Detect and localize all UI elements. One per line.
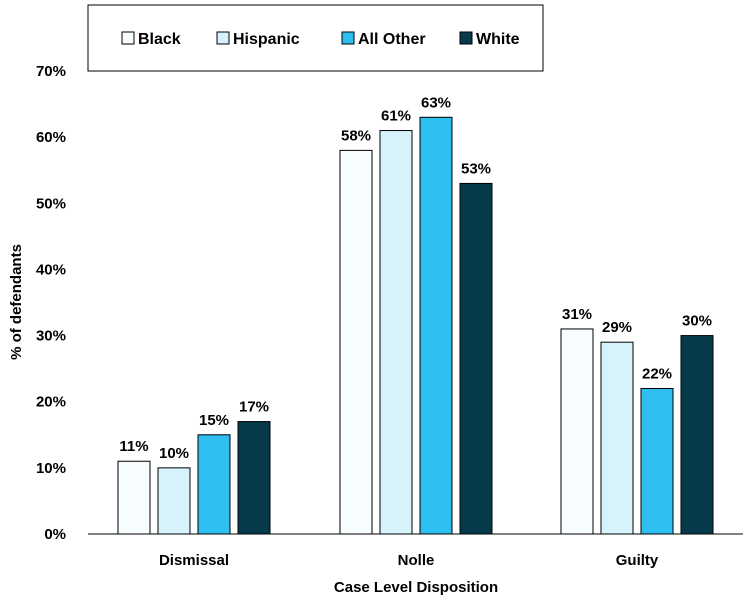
bar-white-guilty: [680, 335, 714, 535]
y-tick-label: 70%: [36, 63, 66, 80]
legend-label: Black: [138, 31, 181, 48]
data-label: 58%: [341, 127, 371, 144]
bar-white-nolle: [459, 182, 493, 535]
data-label: 15%: [199, 412, 229, 429]
x-category-label: Nolle: [398, 552, 435, 569]
data-label: 17%: [239, 399, 269, 416]
legend-label: White: [476, 31, 520, 48]
y-axis-title: % of defendants: [8, 244, 25, 360]
bar-black-nolle: [339, 149, 373, 535]
legend-swatch: [341, 31, 355, 45]
data-label: 29%: [602, 319, 632, 336]
y-axis-ticks: 0% 10% 20% 30% 40% 50% 60% 70%: [36, 63, 66, 543]
legend-label: All Other: [358, 31, 426, 48]
x-axis-title: Case Level Disposition: [334, 579, 498, 596]
legend-label: Hispanic: [233, 31, 300, 48]
legend-swatch: [216, 31, 230, 45]
data-label: 30%: [682, 313, 712, 330]
legend-swatch: [459, 31, 473, 45]
data-label: 22%: [642, 365, 672, 382]
x-category-label: Guilty: [616, 552, 659, 569]
data-label: 61%: [381, 108, 411, 125]
bar-white-dismissal: [237, 421, 271, 535]
bar-all-other-nolle: [419, 116, 453, 535]
bar-all-other-guilty: [640, 387, 674, 535]
x-category-label: Dismissal: [159, 552, 229, 569]
bar-hispanic-guilty: [600, 341, 634, 535]
bar-all-other-dismissal: [197, 434, 231, 535]
data-label: 53%: [461, 160, 491, 177]
legend: Black Hispanic All Other White: [121, 31, 520, 48]
y-tick-label: 30%: [36, 328, 66, 345]
y-tick-label: 0%: [44, 526, 66, 543]
bar-black-dismissal: [117, 460, 151, 535]
data-label: 63%: [421, 94, 451, 111]
x-axis-categories: Dismissal Nolle Guilty: [159, 552, 659, 569]
bars: [117, 116, 714, 535]
legend-swatch: [121, 31, 135, 45]
y-tick-label: 10%: [36, 460, 66, 477]
bar-hispanic-dismissal: [157, 467, 191, 535]
bar-black-guilty: [560, 328, 594, 535]
y-tick-label: 60%: [36, 129, 66, 146]
data-label: 31%: [562, 306, 592, 323]
y-tick-label: 40%: [36, 261, 66, 278]
bar-hispanic-nolle: [379, 130, 413, 535]
data-label: 11%: [119, 438, 148, 455]
y-tick-label: 50%: [36, 195, 66, 212]
y-tick-label: 20%: [36, 394, 66, 411]
data-label: 10%: [159, 445, 189, 462]
data-labels: 11% 58% 31% 10% 61% 29% 15% 63% 22% 17% 53% 30%: [119, 94, 712, 462]
